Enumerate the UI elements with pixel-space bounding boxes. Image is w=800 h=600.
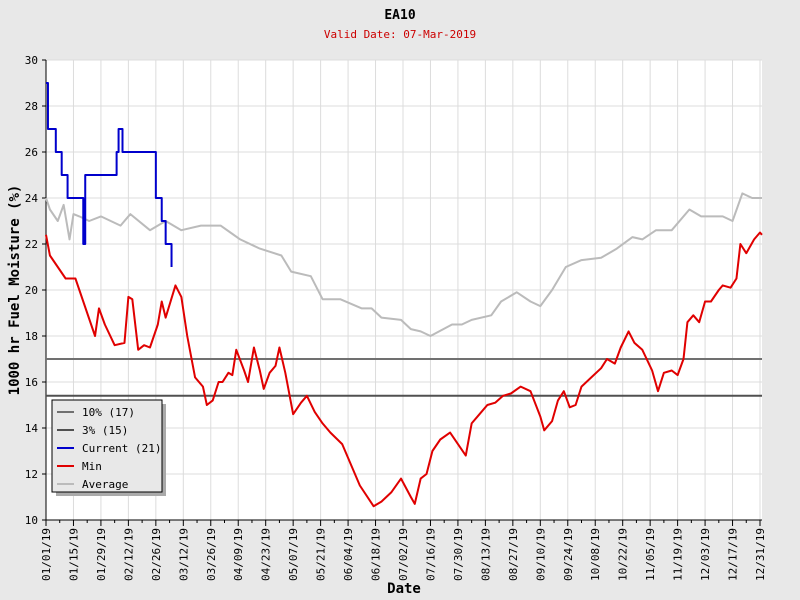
chart-title: EA10 (384, 8, 415, 23)
x-tick-label: 05/21/19 (315, 528, 328, 581)
x-tick-label: 10/08/19 (589, 528, 602, 581)
x-tick-label: 11/05/19 (644, 528, 657, 581)
y-tick-label: 28 (25, 100, 38, 113)
x-tick-label: 05/07/19 (287, 528, 300, 581)
x-tick-label: 02/12/19 (122, 528, 135, 581)
x-tick-label: 04/23/19 (260, 528, 273, 581)
legend-label: Min (82, 460, 102, 473)
series-line-average (45, 192, 762, 337)
legend-label: Current (21) (82, 442, 161, 455)
x-tick-label: 03/12/19 (177, 528, 190, 581)
y-tick-label: 22 (25, 238, 38, 251)
x-tick-label: 12/03/19 (699, 528, 712, 581)
legend: 10% (17) 3% (15) Current (21) Min Average (51, 399, 166, 496)
x-tick-label: 09/24/19 (562, 528, 575, 581)
x-tick-label: 02/26/19 (150, 528, 163, 581)
series-line-current (46, 82, 173, 267)
x-tick-label: 01/15/19 (67, 528, 80, 581)
x-tick-label: 12/31/19 (754, 528, 767, 581)
y-tick-label: 14 (25, 422, 39, 435)
x-tick-label: 03/26/19 (205, 528, 218, 581)
y-tick-label: 26 (25, 146, 38, 159)
x-tick-label: 11/19/19 (672, 528, 685, 581)
x-tick-label: 06/04/19 (342, 528, 355, 581)
legend-label: Average (82, 478, 128, 491)
x-tick-label: 07/30/19 (452, 528, 465, 581)
y-tick-label: 12 (25, 468, 38, 481)
legend-label: 10% (17) (82, 406, 135, 419)
x-tick-label: 07/02/19 (397, 528, 410, 581)
x-tick-label: 04/09/19 (232, 528, 245, 581)
x-tick-label: 08/27/19 (507, 528, 520, 581)
x-axis-label: Date (387, 581, 421, 597)
x-tick-label: 12/17/19 (727, 528, 740, 581)
legend-box (51, 399, 163, 493)
y-tick-label: 16 (25, 376, 38, 389)
y-tick-label: 30 (25, 54, 38, 67)
y-tick-label: 20 (25, 284, 38, 297)
x-tick-label: 01/01/19 (40, 528, 53, 581)
x-tick-label: 07/16/19 (424, 528, 437, 581)
y-tick-label: 24 (25, 192, 39, 205)
x-tick-label: 08/13/19 (479, 528, 492, 581)
x-tick-label: 09/10/19 (534, 528, 547, 581)
y-tick-label: 10 (25, 514, 38, 527)
y-tick-label: 18 (25, 330, 38, 343)
x-tick-label: 10/22/19 (617, 528, 630, 581)
x-tick-label: 06/18/19 (370, 528, 383, 581)
series-line-min (45, 231, 763, 508)
x-tick-label: 01/29/19 (95, 528, 108, 581)
y-axis-label: 1000 hr Fuel Moisture (%) (7, 185, 23, 396)
chart-subtitle: Valid Date: 07-Mar-2019 (324, 28, 476, 41)
legend-label: 3% (15) (82, 424, 128, 437)
